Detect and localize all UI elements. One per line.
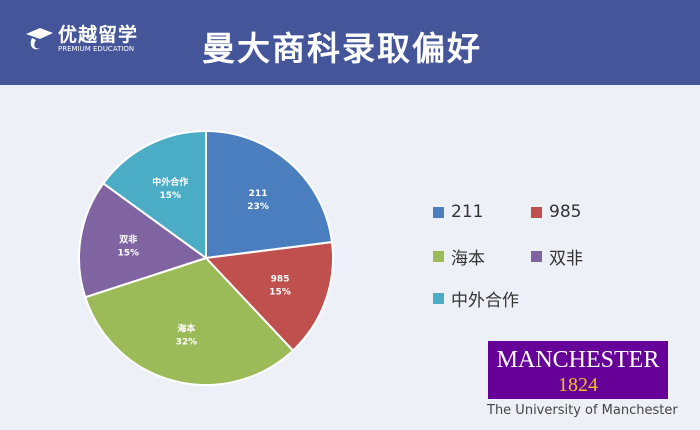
legend-row: 中外合作: [433, 286, 629, 328]
manchester-logo: MANCHESTER 1824: [488, 341, 668, 399]
legend-item: 海本: [433, 244, 531, 269]
slice-value-0: 23%: [247, 202, 269, 212]
legend-item: 双非: [531, 244, 629, 269]
legend-label: 海本: [451, 249, 485, 269]
legend-swatch: [531, 251, 542, 262]
legend-label: 211: [451, 202, 484, 222]
logo-year: 1824: [558, 374, 598, 396]
chart-legend: 211 985 海本 双非中外合作: [433, 202, 629, 328]
logo-en: PREMIUM EDUCATION: [58, 45, 135, 53]
legend-swatch: [531, 206, 542, 218]
pie-slice-1: [203, 240, 334, 352]
logo-cn: 优越留学: [58, 24, 139, 46]
graduation-cap-icon: [26, 28, 53, 50]
slice-label-0: 211: [249, 189, 268, 199]
legend-row: 海本 双非: [433, 244, 629, 286]
brand-logo: 优越留学 PREMIUM EDUCATION: [24, 24, 138, 54]
legend-swatch: [433, 251, 444, 262]
legend-item: 985: [531, 202, 629, 222]
pie-slice-2: [83, 256, 295, 386]
header-bar: 优越留学 PREMIUM EDUCATION 曼大商科录取偏好: [0, 0, 700, 85]
pie-chart: 211 23% 985 15% 海本 32% 双非 15% 中外合作 15%: [78, 129, 334, 386]
legend-label: 985: [549, 202, 582, 222]
slice-label-3: 双非: [119, 234, 137, 246]
pie-slice-4: [101, 129, 207, 260]
pie-slice-3: [78, 181, 209, 299]
slice-value-1: 15%: [269, 288, 291, 298]
slice-value-2: 32%: [176, 337, 198, 347]
slice-label-2: 海本: [177, 322, 196, 334]
university-name: The University of Manchester: [487, 403, 678, 418]
slice-value-4: 15%: [159, 191, 181, 201]
legend-item: 211: [433, 202, 531, 222]
legend-label: 双非: [549, 249, 583, 269]
pie-slice-0: [205, 129, 334, 260]
legend-label: 中外合作: [451, 291, 519, 311]
page-title: 曼大商科录取偏好: [202, 29, 482, 68]
legend-item: 中外合作: [433, 286, 531, 311]
logo-name: MANCHESTER: [496, 347, 660, 373]
legend-row: 211 985: [433, 202, 629, 244]
slice-label-1: 985: [271, 275, 290, 285]
legend-swatch: [433, 206, 444, 218]
slice-value-3: 15%: [117, 249, 139, 259]
slice-label-4: 中外合作: [152, 176, 188, 188]
legend-swatch: [433, 293, 444, 304]
